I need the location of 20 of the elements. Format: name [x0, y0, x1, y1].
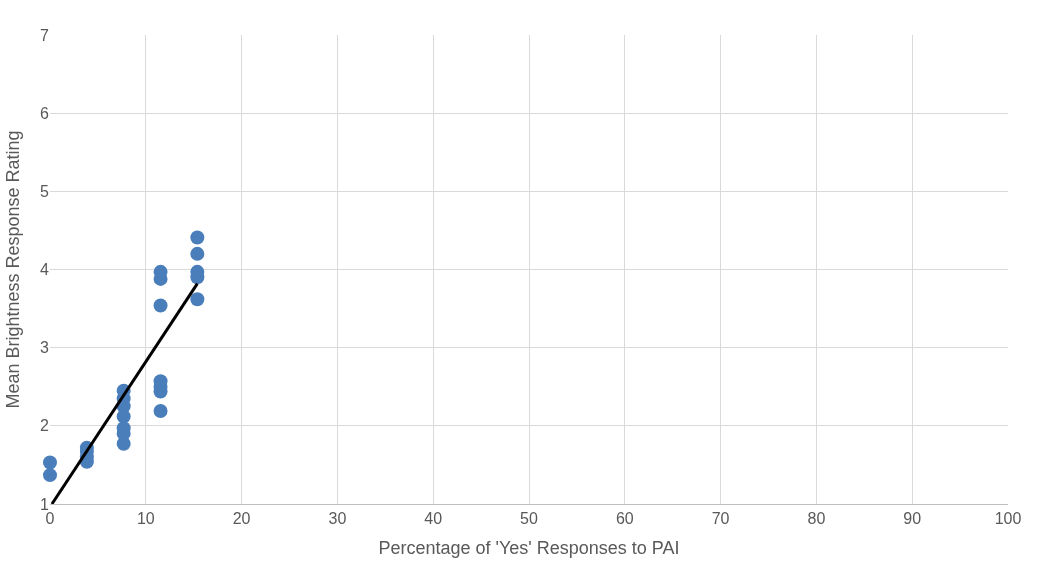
y-tick-label: 2: [40, 417, 50, 435]
x-tick-label: 100: [994, 510, 1022, 528]
y-axis-title: Mean Brightness Response Rating: [3, 130, 24, 409]
x-tick-label: 40: [424, 510, 443, 528]
x-tick-label: 80: [807, 510, 826, 528]
x-tick-label: 60: [615, 510, 634, 528]
x-tick-label: 10: [136, 510, 155, 528]
y-tick-label: 1: [40, 495, 50, 513]
x-tick-label: 90: [903, 510, 922, 528]
y-tick-label: 7: [40, 26, 50, 44]
y-tick-label: 6: [40, 104, 50, 122]
x-tick-label: 30: [328, 510, 347, 528]
y-tick-label: 5: [40, 182, 50, 200]
x-tick-label: 50: [520, 510, 538, 528]
y-tick-label: 4: [40, 261, 50, 279]
x-tick-label: 20: [232, 510, 251, 528]
y-tick-label: 3: [40, 339, 50, 357]
x-axis-title: Percentage of 'Yes' Responses to PAI: [378, 538, 680, 559]
x-tick-label: 70: [711, 510, 730, 528]
x-tick-label: 0: [45, 510, 55, 528]
